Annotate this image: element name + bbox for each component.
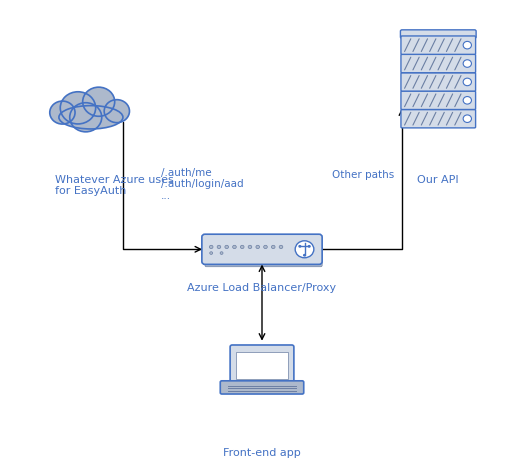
- FancyBboxPatch shape: [236, 352, 288, 379]
- Circle shape: [210, 246, 213, 249]
- FancyBboxPatch shape: [205, 258, 322, 267]
- Circle shape: [463, 79, 472, 87]
- FancyBboxPatch shape: [401, 37, 476, 55]
- Circle shape: [463, 42, 472, 50]
- Circle shape: [104, 100, 129, 123]
- Text: Azure Load Balancer/Proxy: Azure Load Balancer/Proxy: [188, 283, 336, 293]
- Circle shape: [60, 92, 96, 125]
- Circle shape: [70, 103, 102, 132]
- Circle shape: [271, 246, 275, 249]
- Circle shape: [295, 241, 314, 258]
- FancyBboxPatch shape: [230, 345, 294, 384]
- Text: /.auth/me
/.auth/login/aad
...: /.auth/me /.auth/login/aad ...: [161, 168, 244, 200]
- Circle shape: [303, 254, 306, 257]
- Circle shape: [83, 88, 115, 117]
- Text: Front-end app: Front-end app: [223, 447, 301, 457]
- Circle shape: [248, 246, 252, 249]
- Ellipse shape: [59, 107, 123, 129]
- FancyBboxPatch shape: [401, 55, 476, 74]
- Circle shape: [210, 252, 213, 255]
- Circle shape: [463, 60, 472, 68]
- FancyBboxPatch shape: [401, 74, 476, 92]
- FancyBboxPatch shape: [401, 92, 476, 110]
- FancyBboxPatch shape: [220, 381, 304, 394]
- Circle shape: [308, 246, 311, 248]
- Circle shape: [298, 246, 301, 248]
- Circle shape: [241, 246, 244, 249]
- FancyBboxPatch shape: [202, 235, 322, 265]
- Circle shape: [256, 246, 259, 249]
- Circle shape: [463, 116, 472, 123]
- Circle shape: [264, 246, 267, 249]
- Circle shape: [279, 246, 283, 249]
- Text: Whatever Azure uses
for EasyAuth: Whatever Azure uses for EasyAuth: [54, 175, 173, 196]
- Circle shape: [217, 246, 221, 249]
- Text: Other paths: Other paths: [332, 169, 394, 179]
- FancyBboxPatch shape: [400, 31, 476, 39]
- FancyBboxPatch shape: [401, 110, 476, 129]
- Circle shape: [233, 246, 236, 249]
- Text: Our API: Our API: [418, 175, 459, 185]
- Circle shape: [463, 97, 472, 105]
- Circle shape: [220, 252, 223, 255]
- Circle shape: [50, 102, 75, 125]
- Circle shape: [225, 246, 228, 249]
